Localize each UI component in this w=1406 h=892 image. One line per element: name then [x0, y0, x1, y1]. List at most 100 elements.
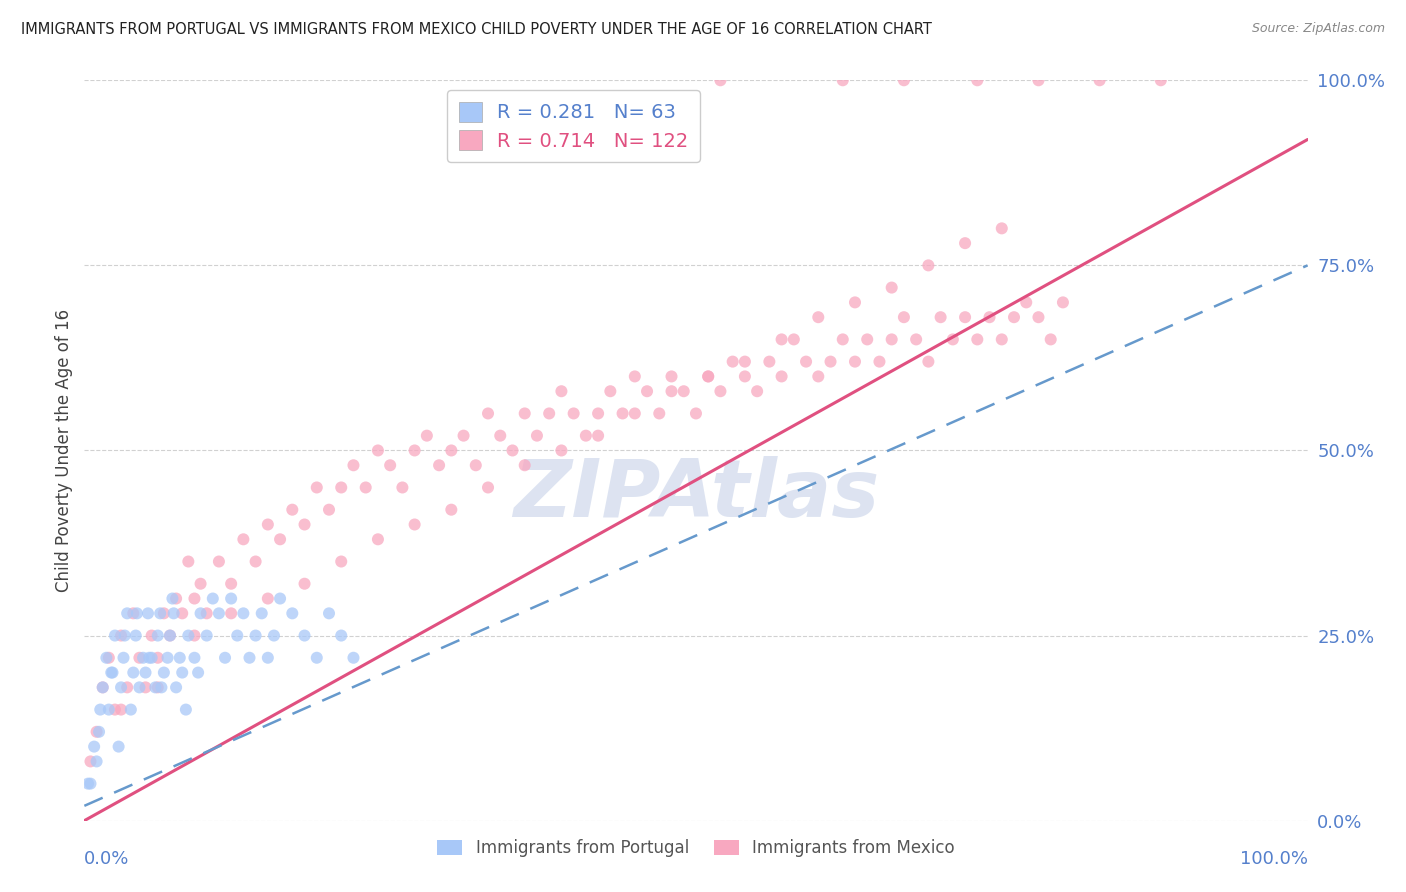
- Point: [1028, 73, 1050, 87]
- Point: [526, 428, 548, 442]
- Point: [538, 407, 561, 421]
- Text: ZIPAtlas: ZIPAtlas: [513, 456, 879, 534]
- Text: IMMIGRANTS FROM PORTUGAL VS IMMIGRANTS FROM MEXICO CHILD POVERTY UNDER THE AGE O: IMMIGRANTS FROM PORTUGAL VS IMMIGRANTS F…: [21, 22, 932, 37]
- Point: [83, 739, 105, 754]
- Point: [153, 607, 176, 621]
- Point: [305, 650, 328, 665]
- Point: [464, 458, 486, 473]
- Point: [1015, 295, 1038, 310]
- Point: [269, 533, 291, 547]
- Point: [367, 443, 389, 458]
- Point: [880, 333, 903, 347]
- Point: [586, 407, 609, 421]
- Point: [141, 628, 163, 642]
- Point: [624, 407, 647, 421]
- Point: [869, 354, 891, 368]
- Text: 100.0%: 100.0%: [1240, 850, 1308, 868]
- Point: [831, 73, 853, 87]
- Point: [183, 628, 205, 642]
- Point: [281, 607, 304, 621]
- Point: [219, 591, 242, 606]
- Point: [107, 739, 129, 754]
- Point: [146, 681, 169, 695]
- Point: [281, 502, 304, 516]
- Point: [214, 650, 236, 665]
- Point: [991, 221, 1014, 235]
- Point: [770, 369, 793, 384]
- Point: [550, 384, 572, 399]
- Point: [219, 607, 242, 621]
- Point: [232, 607, 254, 621]
- Point: [794, 354, 817, 368]
- Text: Source: ZipAtlas.com: Source: ZipAtlas.com: [1251, 22, 1385, 36]
- Point: [685, 407, 707, 421]
- Point: [104, 703, 127, 717]
- Point: [599, 384, 621, 399]
- Point: [153, 665, 176, 680]
- Point: [1002, 310, 1025, 325]
- Point: [143, 681, 166, 695]
- Point: [156, 650, 179, 665]
- Point: [115, 607, 138, 621]
- Point: [783, 333, 806, 347]
- Point: [586, 428, 609, 442]
- Point: [294, 576, 316, 591]
- Point: [294, 517, 316, 532]
- Point: [893, 73, 915, 87]
- Point: [159, 628, 181, 642]
- Point: [404, 443, 426, 458]
- Point: [141, 650, 163, 665]
- Point: [101, 665, 124, 680]
- Point: [89, 703, 111, 717]
- Point: [165, 591, 187, 606]
- Point: [219, 576, 242, 591]
- Point: [1150, 73, 1173, 87]
- Point: [697, 369, 720, 384]
- Point: [747, 384, 769, 399]
- Point: [150, 681, 173, 695]
- Point: [330, 628, 353, 642]
- Point: [966, 73, 988, 87]
- Point: [97, 703, 120, 717]
- Point: [79, 776, 101, 791]
- Point: [330, 481, 353, 495]
- Point: [149, 607, 172, 621]
- Point: [942, 333, 965, 347]
- Point: [257, 650, 280, 665]
- Point: [844, 354, 866, 368]
- Text: 0.0%: 0.0%: [84, 850, 129, 868]
- Point: [477, 407, 499, 421]
- Point: [807, 369, 830, 384]
- Point: [208, 607, 231, 621]
- Point: [146, 650, 169, 665]
- Point: [112, 650, 135, 665]
- Point: [672, 384, 695, 399]
- Point: [513, 458, 536, 473]
- Point: [427, 458, 450, 473]
- Point: [342, 458, 364, 473]
- Point: [86, 724, 108, 739]
- Point: [929, 310, 952, 325]
- Point: [169, 650, 191, 665]
- Point: [257, 517, 280, 532]
- Point: [190, 576, 212, 591]
- Point: [172, 607, 194, 621]
- Point: [820, 354, 842, 368]
- Y-axis label: Child Poverty Under the Age of 16: Child Poverty Under the Age of 16: [55, 309, 73, 592]
- Point: [114, 628, 136, 642]
- Point: [416, 428, 439, 442]
- Point: [195, 628, 218, 642]
- Point: [122, 607, 145, 621]
- Point: [856, 333, 879, 347]
- Point: [135, 665, 157, 680]
- Point: [226, 628, 249, 642]
- Point: [709, 384, 731, 399]
- Point: [354, 481, 377, 495]
- Point: [318, 607, 340, 621]
- Point: [330, 555, 353, 569]
- Point: [294, 628, 316, 642]
- Point: [318, 502, 340, 516]
- Point: [624, 369, 647, 384]
- Point: [440, 443, 463, 458]
- Point: [770, 333, 793, 347]
